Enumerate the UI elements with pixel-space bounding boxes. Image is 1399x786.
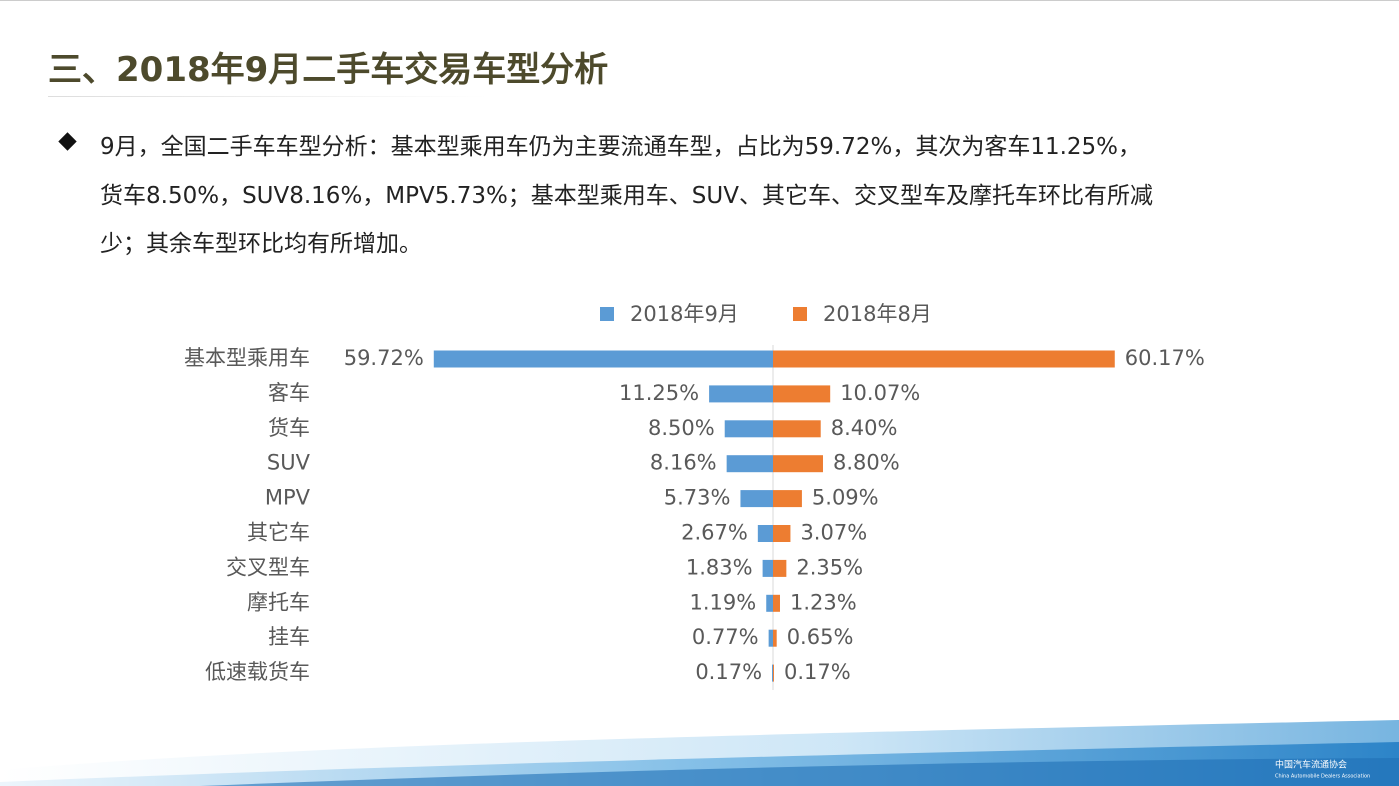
bar <box>773 594 780 612</box>
value-label: 0.65% <box>787 625 854 649</box>
value-label: 1.23% <box>790 590 857 614</box>
bar <box>762 559 773 577</box>
bar <box>773 629 777 647</box>
value-label: 0.77% <box>692 625 759 649</box>
footer-wave <box>0 720 1399 786</box>
category-label: 挂车 <box>268 625 310 649</box>
bar <box>757 525 773 542</box>
bar <box>772 664 773 682</box>
value-label: 60.17% <box>1125 346 1205 370</box>
value-label: 11.25% <box>619 381 699 405</box>
bar <box>773 664 774 682</box>
bar <box>773 525 791 542</box>
value-label: 1.19% <box>690 590 757 614</box>
category-label: 货车 <box>268 416 310 440</box>
value-label: 1.83% <box>686 555 753 579</box>
bullet-text: 货车8.50%，SUV8.16%，MPV5.73%；基本型乘用车、SUV、其它车… <box>100 183 1153 209</box>
legend-label: 2018年9月 <box>630 302 739 326</box>
value-label: 59.72% <box>344 346 424 370</box>
value-label: 8.80% <box>833 451 900 475</box>
value-label: 10.07% <box>840 381 920 405</box>
category-label: SUV <box>267 451 311 475</box>
bar <box>773 350 1115 368</box>
category-label: MPV <box>265 486 311 510</box>
bar <box>433 350 773 368</box>
value-label: 8.50% <box>648 416 715 440</box>
value-label: 2.67% <box>681 521 748 545</box>
value-label: 3.07% <box>800 521 867 545</box>
value-label: 0.17% <box>784 660 851 684</box>
category-label: 其它车 <box>247 521 310 545</box>
bar <box>773 490 802 508</box>
legend-label: 2018年8月 <box>823 302 932 326</box>
category-label: 客车 <box>268 381 310 405</box>
bar <box>773 559 787 577</box>
bar <box>740 490 773 508</box>
bar <box>709 385 773 403</box>
bullet-text: 9月，全国二手车车型分析：基本型乘用车仍为主要流通车型，占比为59.72%，其次… <box>100 134 1142 160</box>
title-rule <box>48 96 488 97</box>
value-label: 8.40% <box>831 416 898 440</box>
value-label: 8.16% <box>650 451 717 475</box>
value-label: 2.35% <box>796 555 863 579</box>
bar <box>724 420 773 438</box>
value-label: 0.17% <box>695 660 762 684</box>
legend-swatch <box>600 307 614 321</box>
bar <box>773 420 821 438</box>
bar <box>773 455 823 473</box>
logo-name: 中国汽车流通协会 <box>1275 759 1347 771</box>
value-label: 5.09% <box>812 486 879 510</box>
value-label: 5.73% <box>664 486 731 510</box>
category-label: 摩托车 <box>247 590 310 614</box>
category-label: 基本型乘用车 <box>184 346 310 370</box>
top-line <box>0 0 1399 1</box>
bar <box>766 594 773 612</box>
category-label: 交叉型车 <box>226 555 310 579</box>
bar <box>726 455 773 473</box>
bar <box>773 385 831 403</box>
bar <box>768 629 773 647</box>
legend-swatch <box>793 307 807 321</box>
slide-title: 三、2018年9月二手车交易车型分析 <box>48 50 609 90</box>
bullet-text: 少；其余车型环比均有所增加。 <box>100 231 422 257</box>
logo-subtitle: China Automobile Dealers Association <box>1275 774 1370 780</box>
category-label: 低速载货车 <box>205 660 310 684</box>
